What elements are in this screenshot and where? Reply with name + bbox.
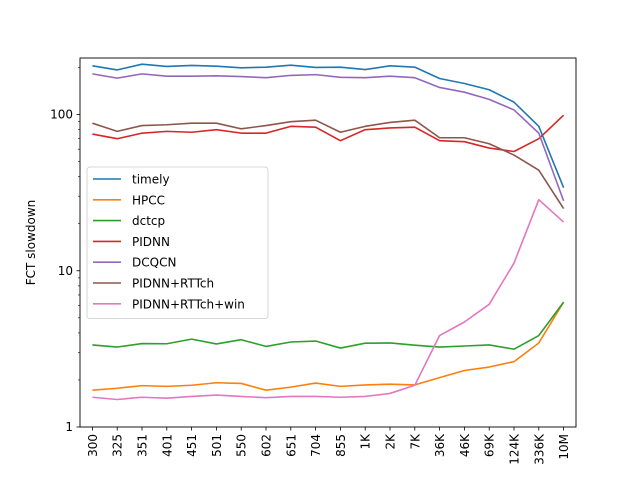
x-tick-label: 10M <box>557 434 571 460</box>
x-tick-label: 550 <box>235 434 249 457</box>
series-line-2 <box>92 301 565 350</box>
axes-frame <box>79 57 577 428</box>
x-tick-label: 451 <box>185 434 199 457</box>
legend-label: dctcp <box>132 214 165 228</box>
series-line-3 <box>92 114 565 153</box>
x-tick-label: 401 <box>160 434 174 457</box>
x-tick-label: 336K <box>532 433 546 465</box>
x-tick-label: 1K <box>359 433 373 450</box>
x-tick-label: 704 <box>309 434 323 457</box>
x-tick-label: 46K <box>458 433 472 457</box>
x-tick-label: 36K <box>433 433 447 457</box>
x-tick-label: 7K <box>408 433 422 450</box>
y-tick-label: 1 <box>65 420 73 434</box>
series-line-4 <box>92 73 565 202</box>
axes-border <box>79 57 577 428</box>
legend-label: timely <box>132 173 170 187</box>
y-axis-label: FCT slowdown <box>24 200 38 286</box>
y-axis-ticks: 1 10 100 <box>50 67 80 434</box>
legend-label: PIDNN+RTTch+win <box>132 297 245 311</box>
x-tick-label: 124K <box>508 433 522 465</box>
legend: timely HPCC dctcp PIDNN DCQCN PIDNN+RTTch PIDN… <box>86 166 269 320</box>
legend-label: PIDNN <box>132 235 170 249</box>
y-tick-label: 10 <box>58 264 73 278</box>
series-line-0 <box>92 63 565 189</box>
plot-area <box>92 63 565 401</box>
x-tick-label: 651 <box>284 434 298 457</box>
x-tick-label: 855 <box>334 434 348 457</box>
x-tick-label: 602 <box>260 434 274 457</box>
x-axis-ticks: 300 325 351 401 451 501 550 602 651 704 855 1K 2K 7K 3… <box>86 427 571 465</box>
legend-label: DCQCN <box>132 256 176 270</box>
series-line-1 <box>92 301 565 392</box>
series-line-6 <box>92 198 565 401</box>
series-line-5 <box>92 119 565 210</box>
x-tick-label: 2K <box>384 433 398 450</box>
x-tick-label: 325 <box>111 434 125 457</box>
x-tick-label: 69K <box>483 433 497 457</box>
legend-label: HPCC <box>132 193 165 207</box>
x-tick-label: 300 <box>86 434 100 457</box>
y-tick-label: 100 <box>50 108 73 122</box>
x-tick-label: 351 <box>136 434 150 457</box>
x-tick-label: 501 <box>210 434 224 457</box>
legend-box <box>86 166 269 320</box>
legend-label: PIDNN+RTTch <box>132 277 214 291</box>
